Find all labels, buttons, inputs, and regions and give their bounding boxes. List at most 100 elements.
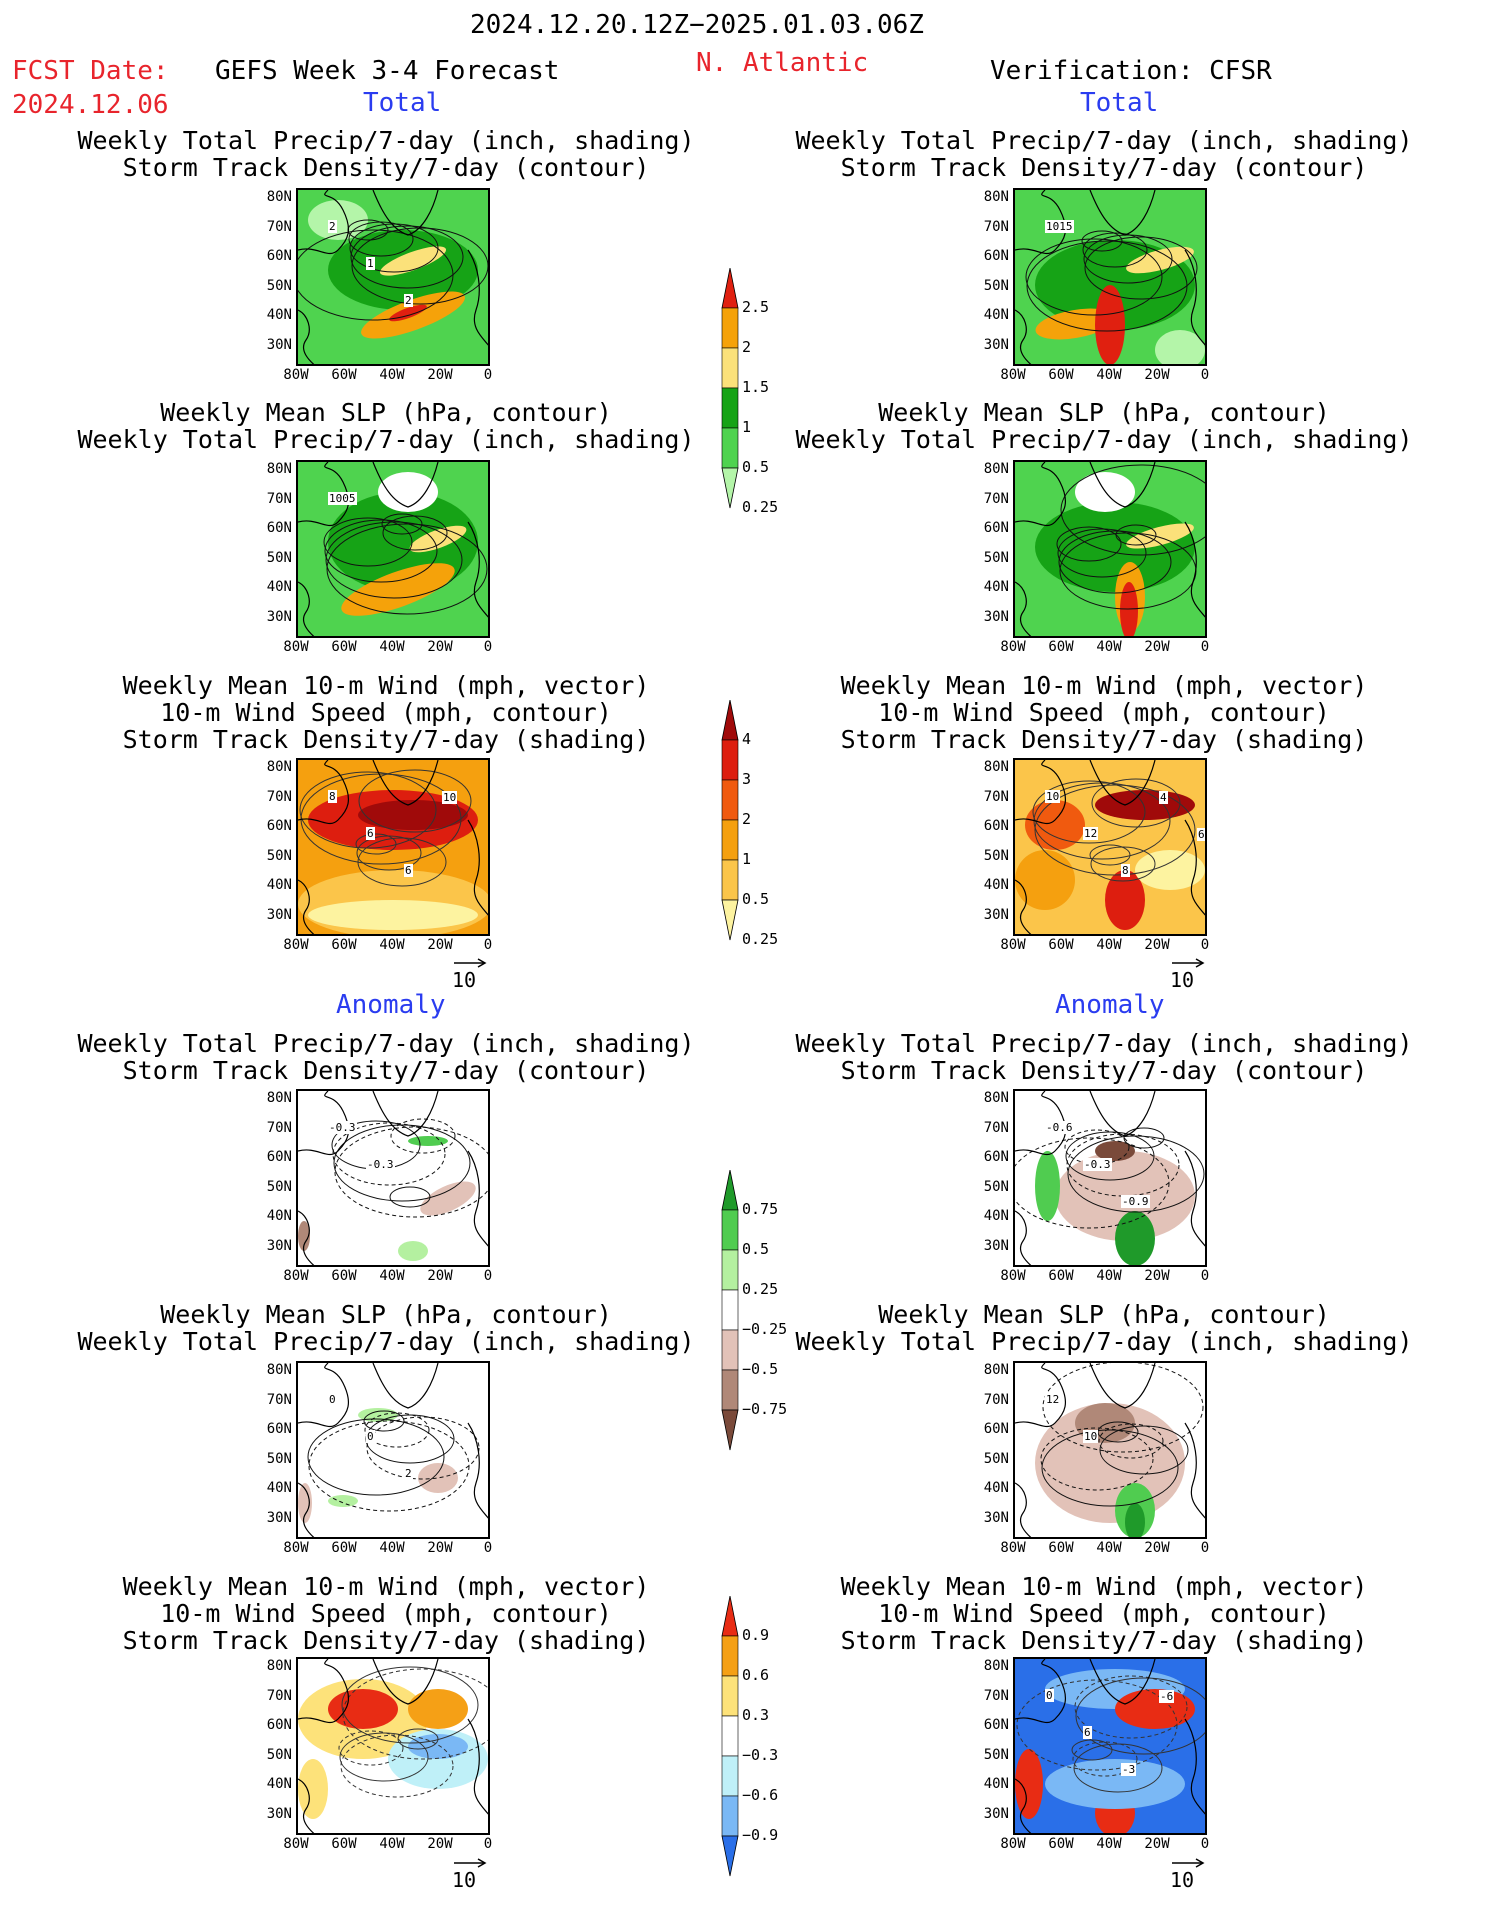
map-panel bbox=[296, 1657, 490, 1835]
colorbar-segment bbox=[721, 1169, 739, 1211]
contour-label: 1015 bbox=[1045, 220, 1074, 233]
coastline bbox=[467, 521, 488, 618]
lat-tick-label: 70N bbox=[266, 1687, 292, 1704]
coastline bbox=[467, 819, 488, 916]
shading-area bbox=[398, 1241, 428, 1261]
map-panel: -0.3 -0.3 bbox=[296, 1089, 490, 1267]
lon-tick-label: 80W bbox=[283, 1268, 309, 1284]
panel-title: Weekly Total Precip/7-day (inch, shading… bbox=[795, 126, 1413, 182]
contour-line bbox=[1090, 846, 1156, 882]
contour-line bbox=[299, 771, 437, 849]
lon-tick-label: 0 bbox=[483, 1836, 493, 1852]
lat-tick-label: 40N bbox=[983, 579, 1009, 595]
shading-area bbox=[1125, 1503, 1145, 1537]
lon-tick-label: 0 bbox=[1200, 639, 1210, 655]
colorbar-segment bbox=[721, 699, 739, 741]
contour-label: 6 bbox=[1197, 828, 1205, 841]
lon-tick-label: 20W bbox=[1144, 1268, 1170, 1284]
total-label-right: Total bbox=[1080, 88, 1159, 118]
vector-reference: 10 bbox=[1170, 1858, 1205, 1892]
coastline bbox=[1015, 190, 1067, 255]
lon-tick-label: 40W bbox=[1096, 1836, 1122, 1852]
colorbar-tick-label: 2.5 bbox=[742, 298, 770, 316]
contour-line bbox=[1098, 1423, 1164, 1459]
panel-title: Weekly Mean SLP (hPa, contour) Weekly Tot… bbox=[77, 398, 695, 454]
lat-tick-label: 60N bbox=[266, 520, 292, 536]
coastline bbox=[1015, 1363, 1067, 1428]
lat-tick-label: 60N bbox=[266, 1149, 292, 1165]
contour-line bbox=[1083, 234, 1173, 284]
lat-tick-label: 60N bbox=[266, 248, 292, 264]
lon-tick-label: 60W bbox=[1048, 1268, 1074, 1284]
shading-area bbox=[298, 1483, 312, 1523]
colorbar-track-total bbox=[720, 699, 740, 984]
contour-line bbox=[1067, 1135, 1205, 1213]
map-panel: 1015 bbox=[1013, 188, 1207, 366]
lat-tick-label: 70N bbox=[266, 1391, 292, 1408]
map-panel: 12 10 bbox=[1013, 1361, 1207, 1539]
contour-line bbox=[1065, 1131, 1155, 1181]
lat-tick-label: 30N bbox=[266, 1509, 292, 1526]
lat-tick-label: 80N bbox=[266, 1090, 292, 1106]
lon-tick-label: 20W bbox=[1144, 639, 1170, 655]
lat-tick-label: 40N bbox=[266, 579, 292, 595]
contour-line bbox=[340, 1734, 454, 1798]
map-panel: 0 0 2 bbox=[296, 1361, 490, 1539]
colorbar-precip-anom bbox=[720, 1169, 740, 1494]
coastline bbox=[298, 309, 315, 364]
lat-tick-label: 60N bbox=[983, 818, 1009, 834]
lon-tick-label: 0 bbox=[1200, 1836, 1210, 1852]
colorbar-segment bbox=[721, 1329, 739, 1371]
colorbar-segment bbox=[721, 779, 739, 821]
contour-line bbox=[308, 1420, 470, 1512]
coastline bbox=[298, 1659, 350, 1724]
colorbar-precip-total bbox=[720, 267, 740, 552]
contour-label: 1005 bbox=[328, 492, 357, 505]
colorbar-segment bbox=[721, 1635, 739, 1677]
colorbar-segment bbox=[721, 387, 739, 429]
lat-tick-label: 80N bbox=[983, 1362, 1009, 1378]
lat-tick-label: 30N bbox=[266, 1237, 292, 1254]
colorbar-tick-label: 0.25 bbox=[742, 498, 779, 516]
lat-tick-label: 30N bbox=[266, 608, 292, 625]
colorbar-tick-label: 0.25 bbox=[742, 930, 779, 948]
coastline bbox=[372, 462, 439, 508]
shading-area bbox=[1115, 1689, 1195, 1729]
contour-line bbox=[1081, 230, 1123, 252]
coastline bbox=[1184, 521, 1205, 618]
coastline bbox=[1015, 760, 1067, 825]
verification-label: Verification: CFSR bbox=[990, 56, 1272, 86]
panel-title: Weekly Mean SLP (hPa, contour) Weekly Tot… bbox=[77, 1300, 695, 1356]
colorbar-tick-label: 0.5 bbox=[742, 458, 770, 476]
lon-tick-label: 40W bbox=[379, 367, 405, 383]
colorbar-tick-label: 1 bbox=[742, 418, 752, 436]
contour-line bbox=[1060, 464, 1205, 556]
contour-line bbox=[1025, 238, 1163, 316]
shading-area bbox=[1035, 1151, 1060, 1221]
lat-tick-label: 70N bbox=[983, 1391, 1009, 1408]
lon-tick-label: 60W bbox=[331, 1540, 357, 1556]
lon-tick-label: 80W bbox=[1000, 1836, 1026, 1852]
coastline bbox=[298, 760, 350, 825]
coastline bbox=[1089, 190, 1156, 236]
vector-reference: 10 bbox=[452, 958, 487, 992]
coastline bbox=[372, 1091, 439, 1137]
shading-area bbox=[389, 304, 427, 322]
contour-label: -0.3 bbox=[1083, 1158, 1112, 1171]
shading-area bbox=[1105, 870, 1145, 930]
lat-tick-label: 50N bbox=[983, 1746, 1009, 1763]
lon-tick-label: 0 bbox=[483, 937, 493, 953]
contour-line bbox=[323, 517, 413, 567]
lat-tick-label: 30N bbox=[983, 336, 1009, 353]
colorbar-tick-label: −0.9 bbox=[742, 1826, 779, 1844]
coastline bbox=[372, 1659, 439, 1705]
lat-tick-label: 40N bbox=[983, 307, 1009, 323]
colorbar-tick-label: 0.9 bbox=[742, 1626, 770, 1644]
colorbar-segment bbox=[721, 859, 739, 901]
colorbar-tick-label: 1.5 bbox=[742, 378, 770, 396]
lon-tick-label: 0 bbox=[1200, 937, 1210, 953]
lon-tick-label: 20W bbox=[1144, 937, 1170, 953]
map-panel: -0.6 -0.3 -0.9 bbox=[1013, 1089, 1207, 1267]
coastline bbox=[1089, 1363, 1156, 1409]
lat-tick-label: 60N bbox=[983, 520, 1009, 536]
